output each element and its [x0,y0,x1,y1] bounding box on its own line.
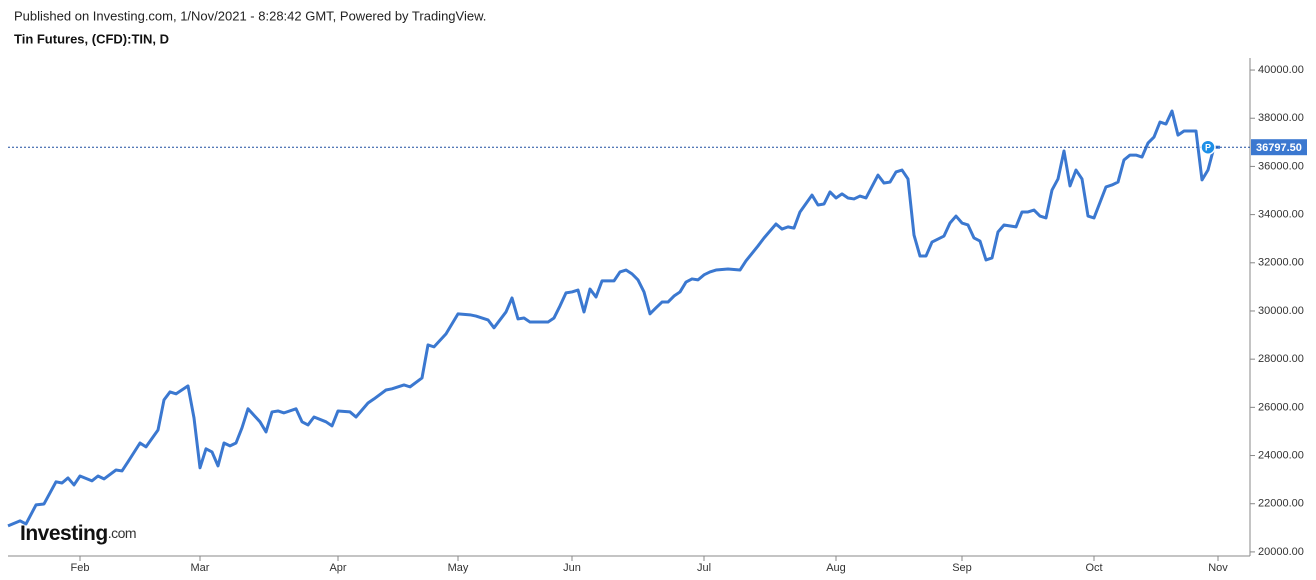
y-tick-label: 32000.00 [1258,257,1304,269]
y-tick-label: 28000.00 [1258,353,1304,365]
x-tick-label: Apr [329,562,346,574]
logo-brand: Investing [20,522,108,545]
y-tick-label: 24000.00 [1258,449,1304,461]
x-tick-label: Aug [826,562,846,574]
header: Published on Investing.com, 1/Nov/2021 -… [14,8,486,23]
y-tick-label: 34000.00 [1258,209,1304,221]
x-tick-label: Jul [697,562,711,574]
y-tick-label: 20000.00 [1258,546,1304,558]
marker-label: P [1205,143,1211,153]
y-tick-label: 22000.00 [1258,498,1304,510]
price-label-box [1251,139,1307,156]
price-label: 36797.50 [1256,142,1302,154]
x-tick-label: Sep [952,562,972,574]
x-tick-label: May [448,562,469,574]
price-line [7,109,1221,528]
marker [1200,139,1216,155]
logo: Investing.com [20,522,136,545]
x-tick-label: Feb [71,562,90,574]
x-tick-label: Nov [1208,562,1228,574]
y-tick-label: 30000.00 [1258,305,1304,317]
x-tick-label: Oct [1085,562,1102,574]
x-tick-label: Mar [191,562,210,574]
y-tick-label: 40000.00 [1258,64,1304,76]
chart-title: Tin Futures, (CFD):TIN, D [14,31,169,46]
y-tick-label: 26000.00 [1258,401,1304,413]
logo-suffix: .com [108,525,136,541]
y-tick-label: 38000.00 [1258,112,1304,124]
y-tick-label: 36000.00 [1258,160,1304,172]
x-tick-label: Jun [563,562,581,574]
